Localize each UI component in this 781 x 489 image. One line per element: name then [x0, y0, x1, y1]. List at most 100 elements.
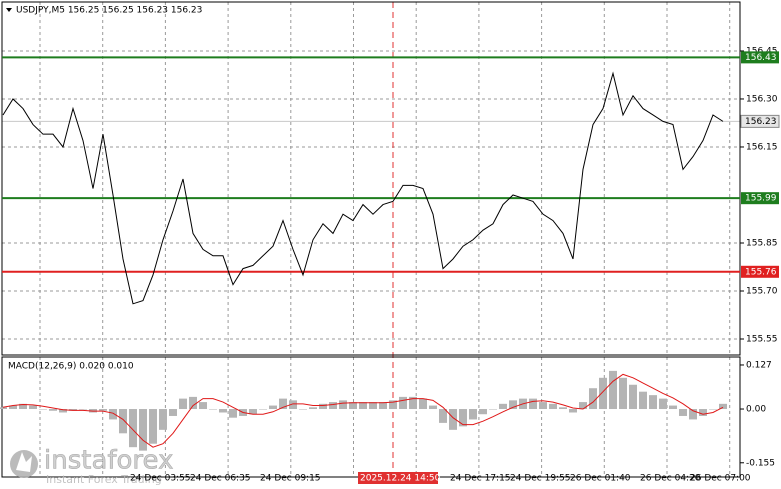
logo-name: instaforex: [44, 446, 173, 476]
price-title: USDJPY,M5 156.25 156.25 156.23 156.23: [16, 6, 202, 16]
macd-bar: [269, 405, 277, 410]
macd-bar: [179, 398, 187, 410]
macd-bar: [279, 398, 287, 410]
macd-bar: [49, 409, 57, 411]
marks: [0, 56, 740, 451]
macd-bar: [689, 409, 697, 420]
watermark: instaforex Instant Forex Trading: [10, 445, 174, 486]
macd-bar: [669, 405, 677, 410]
grid: [2, 2, 740, 477]
y-tick-label: 156.15: [746, 142, 778, 152]
macd-bar: [39, 409, 47, 410]
macd-bar: [59, 409, 67, 413]
y-tick-label: -0.155: [746, 458, 775, 468]
macd-bar: [29, 405, 37, 410]
macd-bar: [19, 403, 27, 410]
macd-bar: [709, 409, 717, 410]
macd-bar: [439, 409, 447, 423]
macd-bar: [569, 409, 577, 413]
macd-bar: [199, 402, 207, 410]
macd-bar: [449, 409, 457, 430]
y-tick-label: 0.00: [746, 405, 766, 415]
x-tick-label: 24 Dec 03:55: [130, 474, 191, 484]
macd-bar: [619, 377, 627, 410]
x-tick-label: 24 Dec 19:55: [510, 474, 571, 484]
last-price-label: 156.23: [745, 117, 777, 127]
macd-bar: [99, 409, 107, 411]
macd-bar: [149, 409, 157, 444]
macd-bar: [79, 409, 87, 410]
macd-bar: [289, 400, 297, 410]
x-tick-label: 24 Dec 17:15: [450, 474, 511, 484]
macd-bar: [509, 400, 517, 410]
macd-bar: [369, 402, 377, 410]
x-tick-label: 26 Dec 04:20: [640, 474, 701, 484]
price-panel: [1, 1, 741, 356]
macd-bar: [499, 403, 507, 410]
level-tag: [741, 192, 779, 205]
price-line: [2, 71, 724, 305]
macd-bar: [329, 402, 337, 410]
macd-bar: [609, 370, 617, 410]
logo-tagline: Instant Forex Trading: [46, 473, 162, 486]
macd-bar: [489, 409, 497, 410]
macd-bar: [599, 377, 607, 410]
macd-title: MACD(12,26,9) 0.020 0.010: [8, 362, 134, 372]
macd-bar: [399, 396, 407, 410]
macd-bar: [549, 403, 557, 410]
macd-bar: [459, 409, 467, 427]
macd-bar: [9, 405, 17, 410]
macd-bar: [189, 396, 197, 410]
macd-bar: [679, 409, 687, 416]
y-tick-label: 155.70: [746, 286, 778, 296]
macd-bar: [219, 409, 227, 413]
macd-bar: [719, 403, 727, 410]
macd-bar: [409, 396, 417, 410]
level-tag-label: 155.99: [745, 194, 777, 204]
macd-bar: [359, 402, 367, 410]
x-tick-label: 26 Dec 07:00: [690, 474, 751, 484]
macd-bar: [629, 384, 637, 410]
macd-bar: [0, 407, 7, 410]
menu-arrow: [6, 8, 12, 12]
x-tick-label: 24 Dec 06:35: [190, 474, 251, 484]
macd-bar: [559, 407, 567, 410]
macd-bar: [229, 409, 237, 418]
logo-glyph: [16, 452, 32, 472]
macd-bar: [389, 400, 397, 410]
macd-bar: [479, 409, 487, 415]
macd-bar: [469, 409, 477, 420]
macd-bar: [259, 409, 267, 410]
macd-bar: [639, 391, 647, 410]
level-tag: [741, 51, 779, 64]
macd-bar: [109, 409, 117, 420]
x-tick-label: 24 Dec 09:15: [260, 474, 321, 484]
macd-bar: [419, 398, 427, 410]
macd-bar: [249, 409, 257, 415]
signal-line: [2, 373, 724, 448]
last-price-tag: [740, 114, 780, 128]
macd-bar: [139, 409, 147, 451]
macd-bar: [69, 409, 77, 411]
level-tag-label: 156.43: [745, 53, 777, 63]
level-tag: [741, 265, 779, 278]
macd-bar: [209, 409, 217, 410]
y-tick-label: 0.127: [746, 360, 772, 370]
macd-bar: [529, 398, 537, 410]
y-tick-label: 155.55: [746, 334, 778, 344]
macd-bar: [589, 388, 597, 410]
macd-bar: [319, 403, 327, 410]
macd-bar: [659, 398, 667, 410]
y-tick-label: 156.30: [746, 94, 778, 104]
macd-bar: [429, 405, 437, 410]
macd-bar: [339, 400, 347, 410]
cursor-label: 2025.12.24 14:50: [360, 474, 441, 484]
macd-bar: [649, 395, 657, 410]
macd-bar: [119, 409, 127, 434]
macd-bar: [539, 402, 547, 410]
level-tag-label: 155.76: [745, 267, 777, 277]
macd-bar: [159, 409, 167, 430]
macd-bar: [349, 402, 357, 410]
macd-bar: [379, 402, 387, 410]
